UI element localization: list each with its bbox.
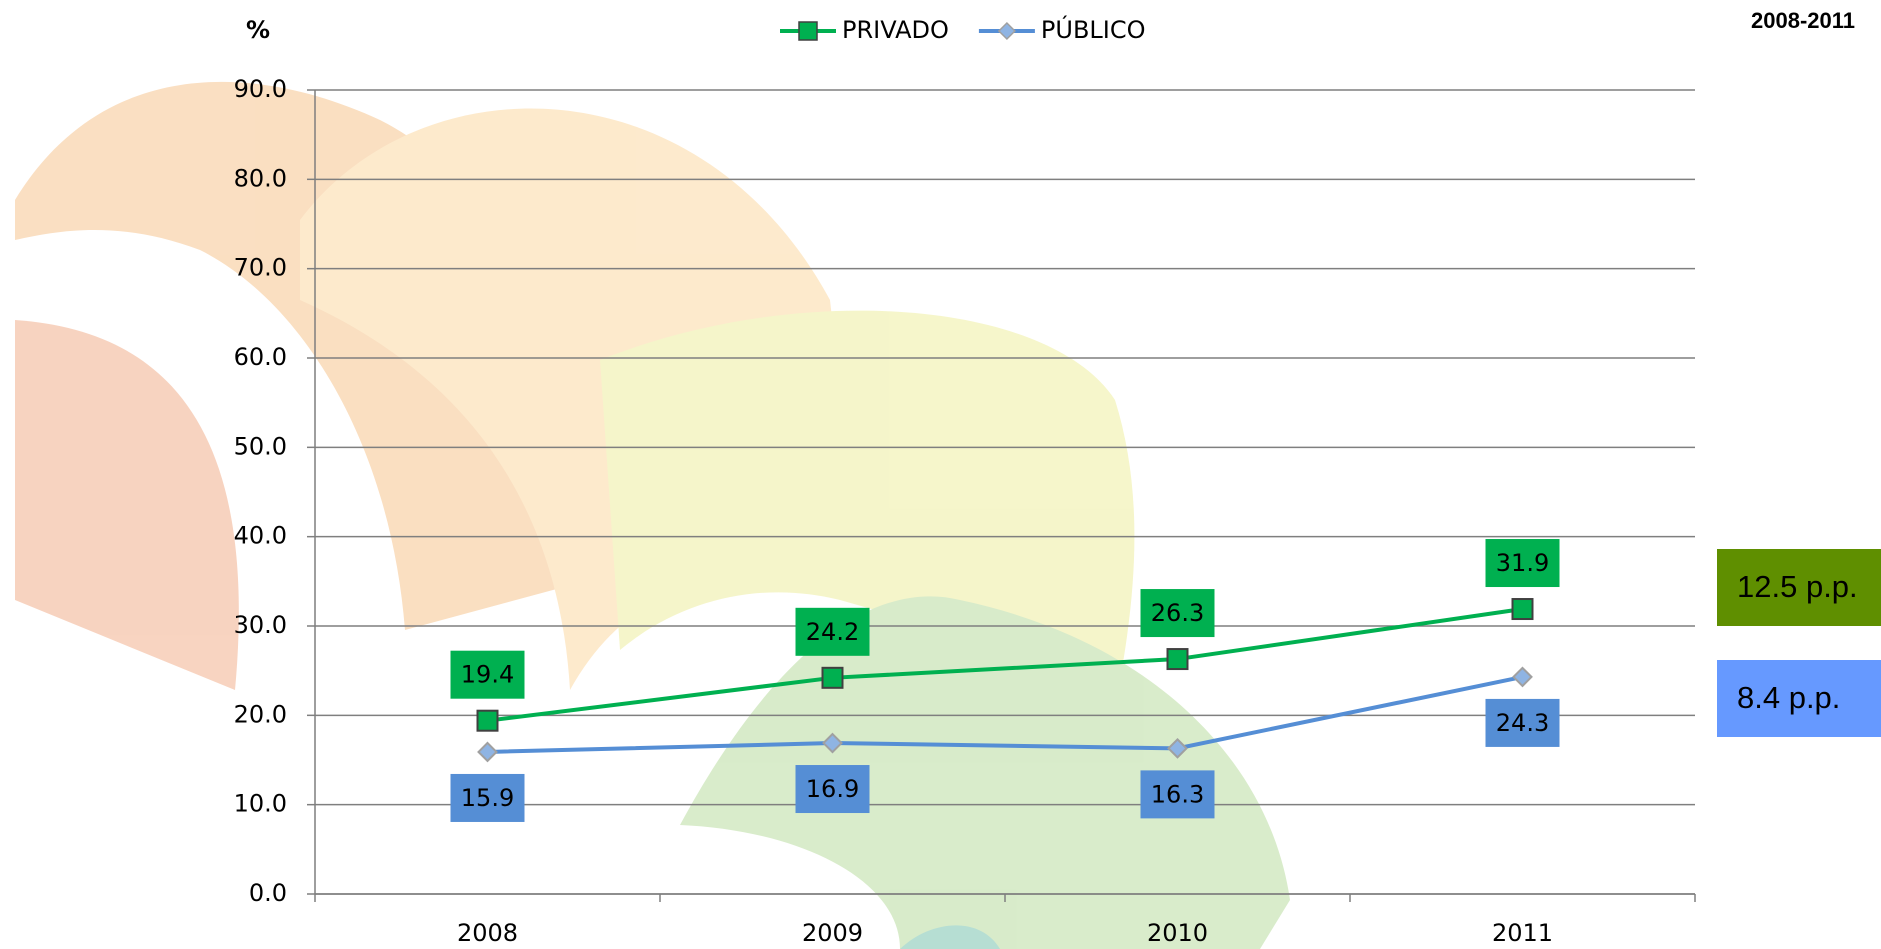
series-line	[487, 607, 1523, 723]
x-tick-label: 2009	[802, 919, 863, 947]
data-label: 15.9	[461, 784, 514, 812]
y-tick-label: 30.0	[234, 611, 287, 639]
annotation-text: 12.5 p.p.	[1737, 569, 1858, 604]
x-tick-label: 2011	[1492, 919, 1553, 947]
marker	[1166, 648, 1189, 671]
marker	[476, 709, 499, 732]
data-label: 19.4	[461, 661, 514, 689]
data-label-box	[795, 607, 870, 656]
legend-marker	[798, 21, 818, 41]
data-label-box	[795, 765, 870, 814]
marker	[1511, 598, 1534, 621]
data-label-box	[1140, 770, 1215, 819]
y-tick-label: 60.0	[234, 343, 287, 371]
y-tick-label: 40.0	[234, 522, 287, 550]
data-label: 16.9	[806, 775, 859, 803]
x-tick-label: 2010	[1147, 919, 1208, 947]
y-tick-label: 10.0	[234, 790, 287, 818]
data-label: 16.3	[1151, 780, 1204, 808]
background-decoration	[15, 81, 1290, 949]
y-tick-label: 50.0	[234, 432, 287, 460]
x-tick-label: 2008	[457, 919, 518, 947]
marker	[1167, 737, 1188, 759]
marker	[1512, 666, 1533, 688]
y-tick-label: 90.0	[234, 75, 287, 103]
legend-label: PRIVADO	[842, 16, 949, 44]
y-tick-label: 70.0	[234, 254, 287, 282]
data-label-box	[1140, 589, 1215, 638]
legend-label: PÚBLICO	[1041, 14, 1146, 44]
data-label-box	[1485, 539, 1560, 588]
marker	[477, 741, 498, 763]
legend-marker	[997, 21, 1016, 41]
data-label-box	[450, 650, 525, 699]
y-tick-label: 0.0	[249, 879, 287, 907]
data-label-box	[1485, 698, 1560, 747]
marker	[821, 666, 844, 689]
data-label-box	[450, 773, 525, 822]
y-tick-label: 80.0	[234, 164, 287, 192]
decor-shape	[15, 320, 239, 690]
data-label: 31.9	[1496, 549, 1549, 577]
data-label: 24.3	[1496, 709, 1549, 737]
decor-shape	[600, 310, 1135, 680]
data-label: 24.2	[806, 618, 859, 646]
marker	[822, 732, 843, 754]
data-label: 26.3	[1151, 599, 1204, 627]
period-label: 2008-2011	[1751, 8, 1855, 33]
annotation-text: 8.4 p.p.	[1737, 680, 1840, 715]
annotation-box	[1717, 660, 1881, 737]
y-tick-label: 20.0	[234, 700, 287, 728]
annotation-box	[1717, 549, 1881, 626]
decor-shape	[900, 925, 1000, 949]
series-line	[487, 674, 1523, 754]
axis-unit: %	[246, 16, 270, 44]
